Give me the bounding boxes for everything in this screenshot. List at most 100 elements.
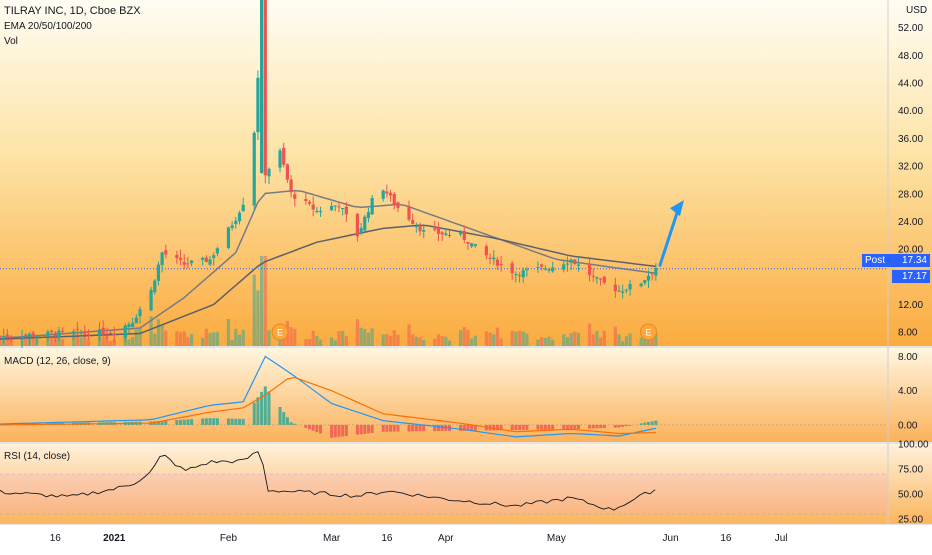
candle-body xyxy=(621,291,625,293)
macd-histogram-bar xyxy=(562,424,566,430)
candle-body xyxy=(484,246,488,256)
candle-body xyxy=(112,333,116,336)
volume-bar xyxy=(330,337,334,346)
forecast-arrow-head xyxy=(669,200,684,217)
macd-histogram-bar xyxy=(473,424,477,431)
candle-body xyxy=(315,210,319,212)
symbol-title: TILRAY INC, 1D, Cboe BZX xyxy=(4,5,141,17)
candle-body xyxy=(108,332,113,334)
macd-pane-bg xyxy=(0,348,932,442)
candle-body xyxy=(536,267,540,269)
volume-bar xyxy=(112,339,116,346)
macd-histogram-bar xyxy=(363,424,367,434)
volume-bar xyxy=(204,328,208,346)
time-tick-label: 16 xyxy=(720,533,732,544)
volume-bar xyxy=(569,333,573,346)
macd-histogram-bar xyxy=(459,424,463,431)
candle-body xyxy=(105,333,109,335)
macd-histogram-bar xyxy=(440,424,444,432)
candle-body xyxy=(565,263,570,265)
macd-histogram-bar xyxy=(267,391,271,425)
price-tick-label: 44.00 xyxy=(898,79,923,90)
candle-body xyxy=(418,226,422,232)
volume-bar xyxy=(536,339,540,346)
candle-body xyxy=(422,230,426,232)
volume-bar xyxy=(0,337,2,346)
candle-body xyxy=(101,327,105,335)
macd-histogram-bar xyxy=(226,418,230,425)
candle-body xyxy=(186,263,190,265)
macd-histogram-bar xyxy=(311,424,315,431)
candle-body xyxy=(293,194,297,199)
volume-bar xyxy=(433,338,437,346)
macd-histogram-bar xyxy=(333,424,337,438)
candle-body xyxy=(396,202,400,208)
macd-histogram-bar xyxy=(252,402,256,425)
macd-histogram-bar xyxy=(411,424,415,432)
candle-body xyxy=(521,270,525,278)
volume-bar xyxy=(215,331,219,346)
volume-bar xyxy=(510,330,514,346)
candle-body xyxy=(444,233,448,236)
macd-histogram-bar xyxy=(569,424,573,430)
volume-bar xyxy=(591,334,595,346)
candle-body xyxy=(83,331,87,334)
candle-body xyxy=(260,0,264,174)
candle-body xyxy=(164,250,168,255)
macd-histogram-bar xyxy=(643,422,647,425)
volume-bar xyxy=(576,332,581,346)
macd-histogram-bar xyxy=(238,418,242,425)
candle-body xyxy=(285,164,290,180)
macd-histogram-bar xyxy=(576,424,580,429)
candle-body xyxy=(359,227,363,234)
candle-body xyxy=(381,190,385,199)
volume-bar xyxy=(639,337,643,346)
volume-bar xyxy=(230,340,234,346)
candle-body xyxy=(613,284,617,292)
macd-histogram-bar xyxy=(588,424,592,429)
macd-histogram-bar xyxy=(164,420,168,425)
rsi-tick-label: 50.00 xyxy=(898,490,923,501)
macd-histogram-bar xyxy=(621,424,625,427)
macd-histogram-bar xyxy=(278,406,282,425)
macd-histogram-bar xyxy=(565,424,569,430)
macd-histogram-bar xyxy=(436,424,440,432)
macd-histogram-bar xyxy=(234,418,238,425)
volume-bar xyxy=(337,331,341,346)
candle-body xyxy=(543,268,547,270)
volume-bar xyxy=(311,330,315,346)
candle-body xyxy=(208,259,212,265)
macd-histogram-bar xyxy=(256,397,260,425)
macd-histogram-bar xyxy=(293,423,297,425)
candle-body xyxy=(86,334,91,336)
macd-histogram-bar xyxy=(521,424,525,430)
forecast-arrow-shaft xyxy=(658,209,680,267)
macd-histogram-bar xyxy=(462,424,466,431)
price-tick-label: 32.00 xyxy=(898,162,923,173)
macd-histogram-bar xyxy=(319,424,323,434)
macd-tick-label: 8.00 xyxy=(898,352,918,363)
volume-bar xyxy=(315,336,319,346)
macd-histogram-bar xyxy=(190,419,194,425)
volume-bar xyxy=(366,332,371,346)
macd-histogram-bar xyxy=(289,422,293,425)
macd-line xyxy=(0,355,657,438)
price-tick-label: 12.00 xyxy=(898,300,923,311)
volume-bar xyxy=(624,336,628,346)
candle-body xyxy=(573,259,577,265)
macd-histogram-bar xyxy=(602,424,606,428)
candle-body xyxy=(547,269,551,271)
last-price: 17.17 xyxy=(901,271,927,282)
volume-bar xyxy=(108,340,113,346)
volume-bar xyxy=(237,334,242,346)
candle-body xyxy=(138,309,142,317)
candle-body xyxy=(307,201,312,204)
ema-slow-line xyxy=(0,224,656,340)
price-tick-label: 20.00 xyxy=(898,245,923,256)
macd-histogram-bar xyxy=(492,424,496,431)
candle-body xyxy=(204,257,208,263)
macd-histogram-bar xyxy=(510,424,514,431)
candle-body xyxy=(540,264,544,267)
macd-histogram-bar xyxy=(230,418,234,425)
